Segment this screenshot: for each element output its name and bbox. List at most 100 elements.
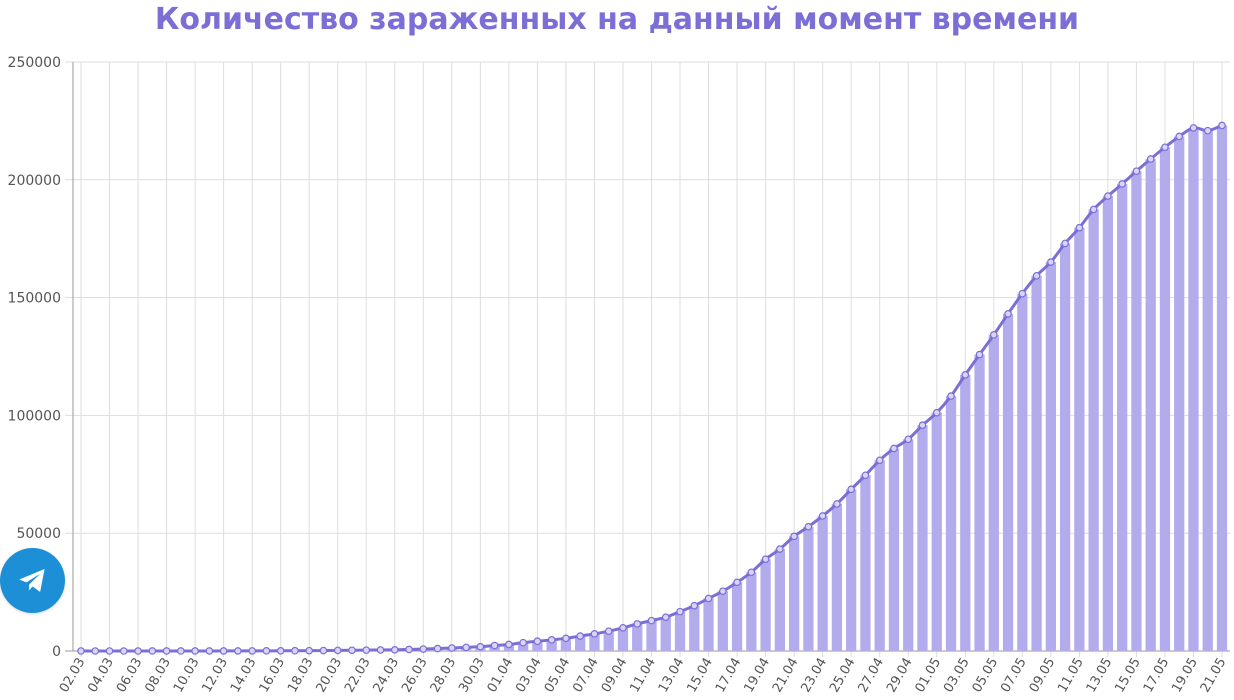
x-tick-label: 07.04 bbox=[570, 656, 602, 696]
data-point bbox=[989, 331, 998, 339]
data-point bbox=[248, 647, 256, 655]
data-point bbox=[77, 647, 85, 655]
bar bbox=[617, 627, 629, 651]
data-point bbox=[1218, 121, 1226, 130]
data-point bbox=[1061, 239, 1069, 248]
data-point bbox=[419, 645, 428, 653]
data-point bbox=[1203, 126, 1212, 135]
bar bbox=[1174, 136, 1185, 652]
chart-title: Количество зараженных на данный момент в… bbox=[154, 2, 1080, 37]
x-tick-label: 30.03 bbox=[456, 656, 488, 696]
x-tick-label: 11.04 bbox=[627, 656, 659, 696]
data-point bbox=[234, 647, 242, 655]
bar bbox=[518, 642, 529, 651]
data-point bbox=[647, 616, 656, 625]
bar bbox=[1059, 243, 1071, 651]
data-point bbox=[1089, 205, 1098, 214]
x-tick-label: 25.04 bbox=[827, 656, 859, 696]
bar bbox=[817, 515, 828, 651]
data-point bbox=[633, 620, 642, 628]
x-tick-label: 22.03 bbox=[342, 656, 374, 696]
bar bbox=[1031, 275, 1042, 651]
x-tick-label: 27.04 bbox=[856, 656, 888, 696]
data-point bbox=[405, 645, 413, 654]
data-point bbox=[690, 601, 699, 610]
x-tick-label: 23.04 bbox=[799, 656, 831, 696]
data-point bbox=[932, 408, 941, 417]
bar bbox=[1017, 293, 1028, 651]
data-point bbox=[105, 647, 114, 655]
data-point bbox=[333, 646, 342, 655]
bar bbox=[960, 374, 971, 651]
y-tick-label: 150000 bbox=[8, 291, 61, 307]
data-point bbox=[562, 634, 570, 643]
data-point bbox=[1175, 132, 1184, 141]
data-point bbox=[1132, 167, 1141, 175]
data-point bbox=[947, 392, 955, 400]
bar bbox=[1117, 183, 1128, 651]
data-point bbox=[761, 555, 770, 563]
data-point bbox=[362, 646, 371, 654]
y-tick-label: 50000 bbox=[16, 526, 61, 542]
data-point bbox=[776, 545, 784, 553]
bar bbox=[903, 439, 914, 651]
bar bbox=[831, 503, 843, 651]
data-point bbox=[875, 456, 884, 465]
x-tick-label: 03.04 bbox=[513, 656, 545, 696]
data-point bbox=[847, 485, 855, 494]
x-tick-label: 19.05 bbox=[1169, 656, 1201, 696]
bar bbox=[803, 526, 814, 651]
x-tick-label: 28.03 bbox=[428, 656, 460, 696]
x-tick-label: 05.04 bbox=[542, 656, 574, 696]
data-point bbox=[490, 641, 499, 650]
data-point bbox=[134, 647, 142, 655]
x-tick-label: 08.03 bbox=[142, 656, 174, 696]
data-point bbox=[790, 532, 798, 541]
bar bbox=[1159, 147, 1171, 651]
bar bbox=[717, 591, 728, 651]
data-point bbox=[205, 647, 214, 655]
x-tick-label: 13.05 bbox=[1084, 656, 1116, 696]
bar bbox=[988, 334, 999, 651]
x-tick-label: 11.05 bbox=[1055, 656, 1087, 696]
data-point bbox=[890, 444, 898, 453]
x-tick-label: 15.05 bbox=[1112, 656, 1144, 696]
x-tick-label: 06.03 bbox=[114, 656, 146, 696]
data-point bbox=[547, 636, 556, 644]
bar bbox=[974, 354, 985, 651]
data-point bbox=[519, 638, 527, 647]
bar bbox=[1188, 127, 1199, 651]
data-point bbox=[476, 642, 485, 651]
data-point bbox=[376, 646, 385, 654]
data-point bbox=[305, 646, 314, 655]
telegram-share-button[interactable] bbox=[0, 548, 65, 613]
bar bbox=[731, 582, 743, 651]
bar bbox=[760, 559, 771, 651]
telegram-paper-plane-icon bbox=[19, 569, 45, 592]
bar bbox=[603, 631, 614, 651]
bar bbox=[888, 448, 900, 651]
data-point bbox=[619, 623, 627, 632]
bar bbox=[1002, 313, 1014, 651]
data-point bbox=[576, 632, 584, 640]
data-point bbox=[433, 644, 442, 653]
bar bbox=[575, 636, 586, 651]
data-point bbox=[861, 471, 870, 480]
bar bbox=[1074, 227, 1085, 652]
y-tick-label: 200000 bbox=[8, 173, 61, 189]
bar bbox=[774, 549, 785, 651]
data-point bbox=[177, 647, 185, 655]
bar bbox=[532, 641, 543, 651]
x-tick-label: 05.05 bbox=[970, 656, 1002, 696]
data-point bbox=[462, 643, 470, 652]
bar bbox=[1131, 171, 1142, 651]
data-point bbox=[319, 646, 328, 655]
data-point bbox=[1118, 180, 1126, 188]
x-tick-label: 26.03 bbox=[399, 656, 431, 696]
data-point bbox=[505, 640, 513, 649]
data-point bbox=[733, 578, 741, 587]
data-point bbox=[1032, 271, 1041, 280]
bar bbox=[646, 620, 657, 651]
data-point bbox=[1018, 289, 1027, 298]
